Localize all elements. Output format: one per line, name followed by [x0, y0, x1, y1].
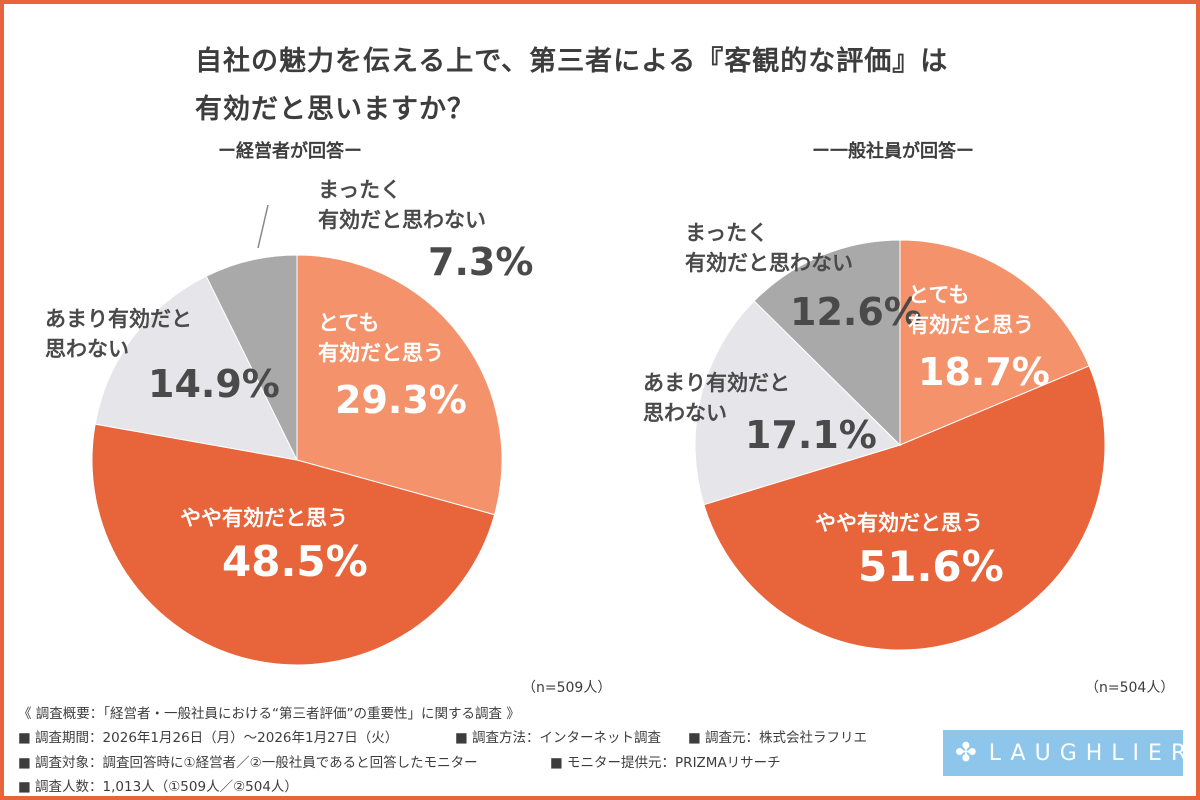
right-pct-not-at-all: 12.6%	[790, 290, 922, 334]
footer-target: ■ 調査対象：調査回答時に①経営者／②一般社員であると回答したモニター	[18, 755, 478, 771]
pie-slice-not-much	[694, 300, 901, 506]
left-label-not-much: あまり有効だと 思わない	[45, 307, 192, 361]
right-label-somewhat: やや有効だと思う	[815, 511, 983, 535]
pie-slice-very	[296, 254, 503, 516]
logo-text: LAUGHLIER	[988, 740, 1196, 766]
title-line-1: 自社の魅力を伝える上で、第三者による『客観的な評価』は	[195, 46, 949, 77]
logo-icon: ✤	[955, 738, 977, 768]
laughlier-logo: ✤ LAUGHLIER	[943, 730, 1186, 776]
footer-summary: 《 調査概要：「経営者・一般社員における“第三者評価”の重要性」に関する調査 》	[18, 706, 520, 722]
right-pct-very: 18.7%	[918, 350, 1050, 394]
pie-employees	[694, 239, 1106, 651]
footer-period: ■ 調査期間：2026年1月26日（月）～2026年1月27日（火）	[18, 730, 399, 746]
right-label-not-much: あまり有効だと 思わない	[643, 371, 790, 425]
footer-count: ■ 調査人数：1,013人（①509人／②504人）	[18, 779, 298, 795]
chart-title: 自社の魅力を伝える上で、第三者による『客観的な評価』は 有効だと思いますか？	[195, 38, 948, 134]
left-pct-not-much: 14.9%	[148, 362, 280, 406]
pie-slice-not-much	[94, 275, 298, 461]
right-label-not-at-all: まったく 有効だと思わない	[685, 221, 853, 275]
pie-slice-very	[899, 239, 1090, 446]
footer-method: ■ 調査方法：インターネット調査	[455, 730, 662, 746]
pie-slice-somewhat	[91, 423, 496, 666]
right-n: （n=504人）	[1085, 680, 1175, 696]
left-pct-very: 29.3%	[335, 378, 467, 422]
left-label-very: とても 有効だと思う	[318, 311, 444, 365]
pie-slice-not-at-all	[205, 254, 298, 461]
footer-source: ■ 調査元：株式会社ラフリエ	[688, 730, 868, 746]
left-label-somewhat: やや有効だと思う	[180, 506, 348, 530]
right-pie-title: ー一般社員が回答ー	[812, 141, 974, 162]
footer-provider: ■ モニター提供元：PRIZMAリサーチ	[550, 755, 781, 771]
left-pct-not-at-all: 7.3%	[428, 240, 534, 284]
right-pct-not-much: 17.1%	[745, 413, 877, 457]
pie-slice-not-at-all	[753, 239, 901, 447]
left-label-not-at-all: まったく 有効だと思わない	[318, 178, 486, 232]
left-pie-title: ー経営者が回答ー	[218, 141, 362, 162]
title-line-2: 有効だと思いますか？	[195, 94, 475, 125]
left-n: （n=509人）	[522, 680, 612, 696]
left-pct-somewhat: 48.5%	[222, 537, 368, 586]
right-label-very: とても 有効だと思う	[908, 283, 1034, 337]
right-pct-somewhat: 51.6%	[858, 542, 1004, 591]
leader-line	[257, 204, 269, 249]
pie-executives	[91, 254, 503, 666]
pie-slice-somewhat	[703, 365, 1106, 651]
